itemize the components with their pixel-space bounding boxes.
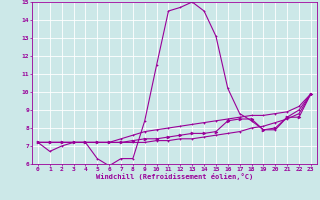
X-axis label: Windchill (Refroidissement éolien,°C): Windchill (Refroidissement éolien,°C): [96, 173, 253, 180]
